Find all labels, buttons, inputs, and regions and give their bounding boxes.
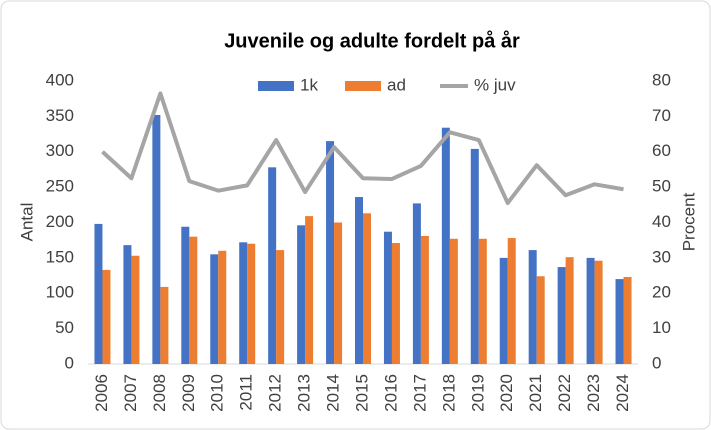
bar	[623, 276, 632, 364]
bar	[470, 148, 479, 364]
bar	[268, 167, 277, 364]
x-tick-label: 2024	[613, 374, 632, 412]
bar	[247, 243, 256, 364]
legend-swatch	[258, 81, 294, 91]
bar	[131, 255, 140, 364]
bar	[334, 222, 343, 364]
bar	[152, 114, 161, 365]
bar	[326, 141, 335, 364]
bar	[565, 257, 574, 364]
x-tick-label: 2007	[121, 374, 140, 412]
bar	[499, 257, 508, 364]
bar	[160, 286, 169, 364]
x-tick-label: 2008	[150, 374, 169, 412]
y-tick-label: 100	[46, 283, 74, 302]
y-tick-label: 150	[46, 247, 74, 266]
y-tick-label: 300	[46, 141, 74, 160]
bar	[218, 250, 227, 364]
y2-tick-label: 0	[652, 353, 661, 372]
bar	[528, 250, 537, 364]
bar	[412, 203, 421, 364]
bar	[536, 276, 545, 364]
legend-swatch	[345, 81, 381, 91]
y-tick-label: 200	[46, 212, 74, 231]
x-tick-label: 2012	[266, 374, 285, 412]
x-tick-label: 2016	[381, 374, 400, 412]
y-tick-label: 400	[46, 70, 74, 89]
bar	[507, 238, 516, 364]
bar	[441, 127, 450, 364]
y2-tick-label: 30	[652, 247, 671, 266]
y2-tick-label: 20	[652, 283, 671, 302]
bar	[239, 242, 248, 364]
bar	[383, 231, 392, 364]
bar	[305, 216, 314, 364]
x-tick-label: 2013	[295, 374, 314, 412]
x-tick-label: 2022	[555, 374, 574, 412]
y2-tick-label: 40	[652, 212, 671, 231]
y2-tick-label: 60	[652, 141, 671, 160]
x-tick-label: 2023	[584, 374, 603, 412]
bar	[123, 245, 132, 364]
y-axis-title: Antal	[17, 203, 36, 242]
y-tick-label: 350	[46, 106, 74, 125]
bar	[355, 197, 363, 364]
chart-title: Juvenile og adulte fordelt på år	[224, 29, 520, 52]
y-tick-label: 0	[65, 353, 74, 372]
x-tick-label: 2017	[410, 374, 429, 412]
x-tick-label: 2019	[468, 374, 487, 412]
y-tick-label: 50	[55, 318, 74, 337]
x-tick-label: 2011	[237, 374, 256, 411]
x-tick-label: 2018	[439, 374, 458, 412]
x-tick-label: 2010	[208, 374, 227, 412]
x-tick-label: 2021	[526, 374, 545, 412]
line-series	[101, 91, 624, 206]
bar	[594, 260, 603, 364]
x-tick-label: 2014	[324, 374, 343, 412]
bar	[586, 257, 595, 364]
legend-label: ad	[387, 75, 406, 94]
y2-tick-label: 50	[652, 177, 671, 196]
bar	[391, 243, 400, 364]
bar	[420, 235, 429, 364]
x-tick-label: 2006	[92, 374, 111, 412]
bar	[363, 213, 371, 364]
y2-tick-label: 10	[652, 318, 671, 337]
bar	[94, 223, 103, 364]
bar	[557, 267, 566, 364]
bar	[449, 238, 458, 364]
bar	[102, 269, 111, 364]
bar	[297, 225, 306, 364]
y2-axis-title: Procent	[679, 192, 698, 251]
x-tick-label: 2009	[179, 374, 198, 412]
y2-tick-label: 70	[652, 106, 671, 125]
bar	[615, 279, 624, 364]
x-tick-label: 2020	[497, 374, 516, 412]
legend-label: % juv	[474, 75, 516, 94]
bar	[276, 250, 285, 364]
x-tick-label: 2015	[352, 374, 371, 412]
bar	[478, 238, 487, 364]
bar	[189, 236, 198, 364]
y2-tick-label: 80	[652, 70, 671, 89]
legend-label: 1k	[300, 75, 318, 94]
bar	[210, 254, 219, 364]
y-tick-label: 250	[46, 177, 74, 196]
bar	[181, 226, 190, 364]
